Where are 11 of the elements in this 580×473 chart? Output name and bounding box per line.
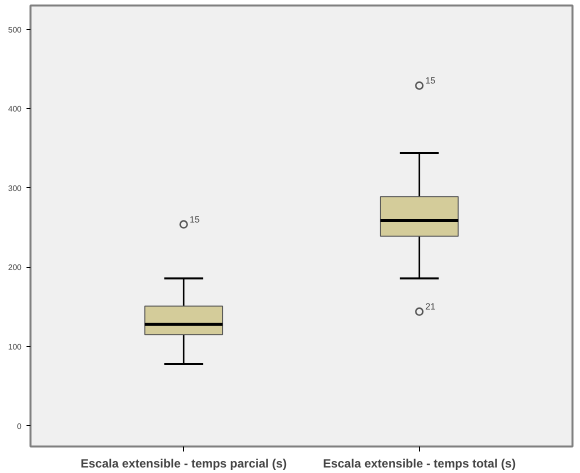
y-tick-label: 200 — [8, 263, 22, 272]
annotation: 21 — [425, 302, 436, 312]
y-tick-label: 500 — [8, 25, 22, 34]
x-tick-label: Escala extensible - temps parcial (s) — [80, 456, 287, 470]
y-tick-label: 0 — [17, 422, 22, 431]
x-tick-label: Escala extensible - temps total (s) — [322, 456, 516, 470]
y-tick-label: 300 — [8, 184, 22, 193]
annotation: 15 — [425, 76, 436, 86]
annotation: 15 — [190, 214, 200, 224]
y-tick-label: 400 — [8, 104, 22, 114]
y-tick-label: 100 — [8, 342, 22, 352]
